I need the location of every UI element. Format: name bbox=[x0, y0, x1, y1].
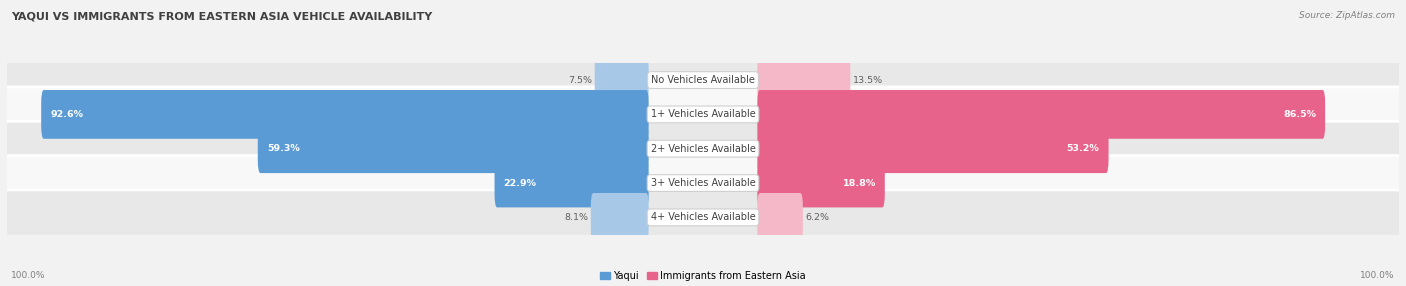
Text: YAQUI VS IMMIGRANTS FROM EASTERN ASIA VEHICLE AVAILABILITY: YAQUI VS IMMIGRANTS FROM EASTERN ASIA VE… bbox=[11, 11, 433, 21]
Text: 100.0%: 100.0% bbox=[1360, 271, 1395, 280]
FancyBboxPatch shape bbox=[758, 124, 1108, 173]
Text: 18.8%: 18.8% bbox=[842, 178, 876, 188]
Text: 59.3%: 59.3% bbox=[267, 144, 299, 153]
FancyBboxPatch shape bbox=[758, 56, 851, 104]
FancyBboxPatch shape bbox=[41, 90, 648, 139]
Text: 1+ Vehicles Available: 1+ Vehicles Available bbox=[651, 110, 755, 119]
Text: 8.1%: 8.1% bbox=[564, 213, 588, 222]
FancyBboxPatch shape bbox=[6, 53, 1400, 108]
Text: Source: ZipAtlas.com: Source: ZipAtlas.com bbox=[1299, 11, 1395, 20]
Legend: Yaqui, Immigrants from Eastern Asia: Yaqui, Immigrants from Eastern Asia bbox=[600, 271, 806, 281]
Text: 53.2%: 53.2% bbox=[1067, 144, 1099, 153]
Text: 86.5%: 86.5% bbox=[1284, 110, 1316, 119]
FancyBboxPatch shape bbox=[6, 156, 1400, 210]
FancyBboxPatch shape bbox=[758, 159, 884, 207]
FancyBboxPatch shape bbox=[6, 190, 1400, 245]
Text: No Vehicles Available: No Vehicles Available bbox=[651, 75, 755, 85]
FancyBboxPatch shape bbox=[257, 124, 648, 173]
FancyBboxPatch shape bbox=[6, 87, 1400, 142]
Text: 92.6%: 92.6% bbox=[51, 110, 83, 119]
Text: 6.2%: 6.2% bbox=[806, 213, 830, 222]
Text: 3+ Vehicles Available: 3+ Vehicles Available bbox=[651, 178, 755, 188]
Text: 7.5%: 7.5% bbox=[568, 76, 592, 85]
Text: 22.9%: 22.9% bbox=[503, 178, 537, 188]
FancyBboxPatch shape bbox=[495, 159, 648, 207]
Text: 100.0%: 100.0% bbox=[11, 271, 46, 280]
Text: 4+ Vehicles Available: 4+ Vehicles Available bbox=[651, 212, 755, 222]
FancyBboxPatch shape bbox=[595, 56, 648, 104]
Text: 13.5%: 13.5% bbox=[853, 76, 883, 85]
Text: 2+ Vehicles Available: 2+ Vehicles Available bbox=[651, 144, 755, 154]
FancyBboxPatch shape bbox=[591, 193, 648, 242]
FancyBboxPatch shape bbox=[758, 90, 1324, 139]
FancyBboxPatch shape bbox=[6, 121, 1400, 176]
FancyBboxPatch shape bbox=[758, 193, 803, 242]
